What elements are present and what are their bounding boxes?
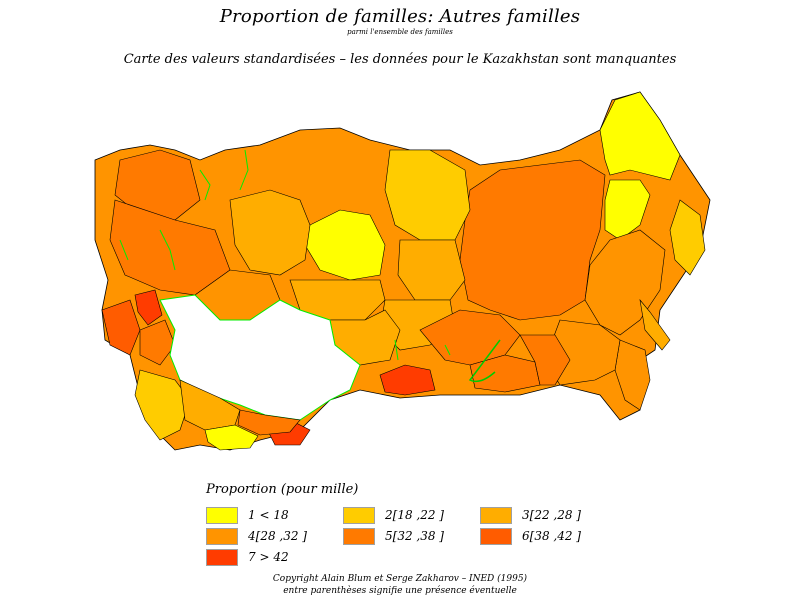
legend-label-7: 7 > 42: [248, 550, 289, 564]
copyright-text: Copyright Alain Blum et Serge Zakharov –…: [272, 574, 528, 584]
region-chita: [519, 334, 571, 386]
legend-label-5: 5[32 ,38 ]: [385, 529, 444, 543]
map-note: Carte des valeurs standardisées – les do…: [123, 52, 677, 67]
choropleth-map: [94, 91, 711, 451]
region-ukraine-west: [101, 299, 141, 356]
region-kyrgyzstan: [237, 409, 301, 436]
region-magadan: [604, 179, 651, 241]
region-ukraine-east: [139, 319, 176, 366]
legend-title: Proportion (pour mille): [206, 482, 359, 497]
legend-swatch-7: [206, 549, 238, 566]
green-rivers: [119, 149, 451, 361]
legend-label-6: 6[38 ,42 ]: [522, 529, 581, 543]
region-yamal: [304, 209, 386, 281]
legend-swatch-6: [480, 528, 512, 545]
legend-label-1: 1 < 18: [248, 508, 289, 522]
map-title: Proportion de familles: Autres familles: [219, 6, 581, 27]
map-subtitle: parmi l'ensemble des familles: [347, 28, 453, 36]
region-sakhalin: [639, 298, 671, 351]
region-far-east-north: [599, 91, 681, 181]
region-urals-north: [229, 189, 311, 276]
region-european-north: [114, 149, 201, 221]
region-yakutia: [459, 159, 606, 321]
lake-baikal: [468, 339, 501, 383]
legend-swatch-4: [206, 528, 238, 545]
legend-swatch-1: [206, 507, 238, 524]
legend-swatch-5: [343, 528, 375, 545]
legend-label-3: 3[22 ,28 ]: [522, 508, 581, 522]
legend-label-2: 2[18 ,22 ]: [385, 508, 444, 522]
region-irkutsk: [419, 309, 521, 366]
region-moldova: [134, 289, 163, 326]
region-turkmenistan: [134, 369, 191, 441]
region-south-yellow: [204, 424, 259, 451]
legend-swatch-2: [343, 507, 375, 524]
region-tuva: [379, 364, 436, 396]
legend-swatch-3: [480, 507, 512, 524]
footer-note: entre parenthèses signifie une présence …: [283, 586, 517, 596]
region-kamchatka: [669, 199, 706, 276]
legend-label-4: 4[28 ,32 ]: [248, 529, 307, 543]
